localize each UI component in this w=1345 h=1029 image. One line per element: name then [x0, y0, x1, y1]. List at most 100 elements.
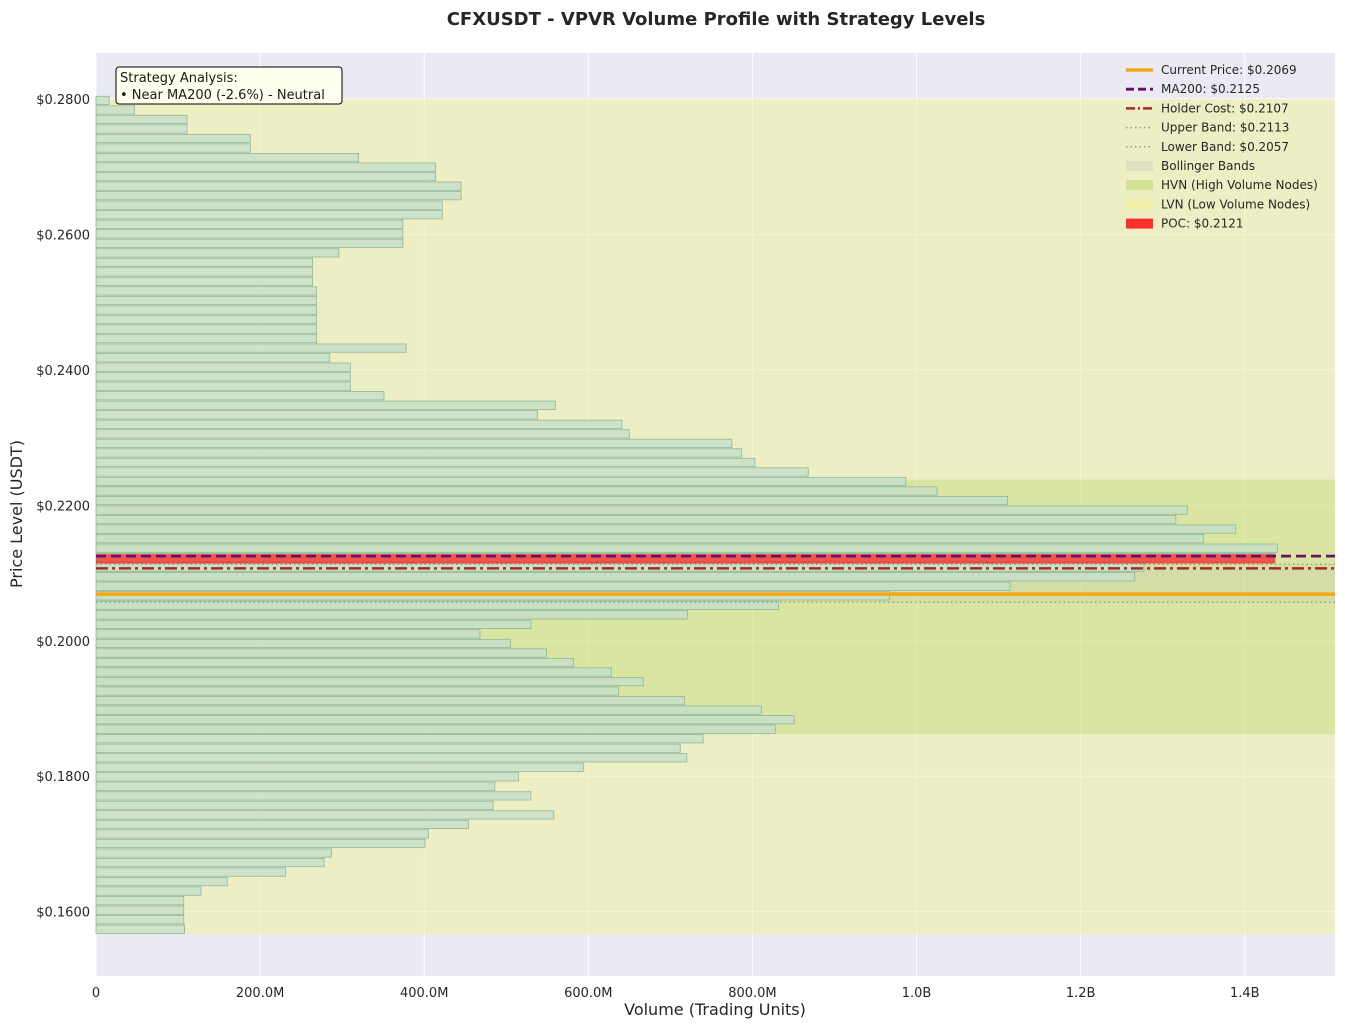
- x-tick-label-3: 600.0M: [564, 986, 612, 1001]
- y-tick-label-3: $0.2200: [36, 499, 90, 514]
- volume-bar-62: [95, 334, 318, 344]
- volume-bar-51: [95, 438, 733, 448]
- legend-swatch-hvn: [1126, 180, 1153, 191]
- volume-bar-75: [95, 210, 443, 220]
- volume-bar-16: [95, 772, 519, 782]
- volume-bar-82: [95, 143, 251, 153]
- volume-bar-63: [95, 324, 318, 334]
- legend-label-0: Current Price: $0.2069: [1161, 63, 1297, 77]
- volume-bar-81: [95, 153, 359, 163]
- volume-bar-27: [95, 667, 612, 677]
- volume-bar-9: [95, 838, 426, 849]
- legend: Current Price: $0.2069 MA200: $0.2125 Hold…: [1126, 63, 1318, 231]
- volume-bar-12: [95, 810, 555, 820]
- volume-bar-65: [95, 305, 318, 315]
- legend-label-8: POC: $0.2121: [1161, 217, 1244, 231]
- volume-bar-56: [95, 391, 385, 401]
- volume-bar-69: [95, 267, 314, 277]
- volume-bar-18: [95, 753, 688, 763]
- volume-bar-43: [95, 515, 1177, 525]
- volume-bar-46: [95, 486, 938, 496]
- legend-label-4: Lower Band: $0.2057: [1161, 140, 1289, 154]
- x-tick-label-5: 1.0B: [902, 986, 932, 1001]
- volume-bar-14: [95, 791, 532, 801]
- annotation-line: • Near MA200 (-2.6%) - Neutral: [120, 88, 325, 103]
- volume-bar-47: [95, 476, 907, 487]
- volume-bar-78: [95, 181, 462, 191]
- x-tick-label-4: 800.0M: [728, 986, 776, 1001]
- volume-bar-53: [95, 419, 623, 429]
- y-tick-label-2: $0.2000: [36, 635, 90, 650]
- volume-bar-34: [95, 600, 780, 610]
- x-tick-label-2: 400.0M: [400, 986, 448, 1001]
- volume-bar-64: [95, 314, 318, 325]
- legend-label-1: MA200: $0.2125: [1161, 82, 1260, 96]
- volume-bar-5: [95, 877, 228, 887]
- legend-label-3: Upper Band: $0.2113: [1161, 121, 1289, 135]
- volume-bar-26: [95, 676, 644, 687]
- volume-bar-20: [95, 734, 704, 744]
- volume-bar-4: [95, 886, 202, 896]
- volume-bar-33: [95, 610, 689, 620]
- volume-bar-19: [95, 743, 681, 753]
- annotation-heading: Strategy Analysis:: [120, 71, 238, 86]
- volume-bar-83: [95, 133, 251, 144]
- x-tick-label-6: 1.2B: [1066, 986, 1096, 1001]
- volume-bar-40: [95, 543, 1278, 553]
- legend-label-5: Bollinger Bands: [1161, 159, 1255, 173]
- volume-bar-17: [95, 762, 584, 772]
- volume-bar-52: [95, 429, 630, 439]
- volume-bar-8: [95, 848, 332, 858]
- volume-bar-86: [95, 105, 135, 115]
- volume-bar-11: [95, 819, 469, 830]
- volume-bar-80: [95, 162, 437, 172]
- x-tick-label-1: 200.0M: [236, 986, 284, 1001]
- volume-bar-44: [95, 505, 1188, 515]
- volume-bar-15: [95, 781, 496, 791]
- volume-bar-50: [95, 448, 743, 458]
- y-axis-label: Price Level (USDT): [7, 440, 26, 588]
- volume-bar-10: [95, 829, 429, 839]
- y-tick-label-0: $0.1600: [36, 906, 90, 921]
- volume-bar-42: [95, 524, 1237, 534]
- volume-bar-87: [95, 95, 110, 105]
- volume-bar-58: [95, 372, 351, 382]
- volume-bar-59: [95, 362, 351, 372]
- volume-bar-24: [95, 696, 685, 706]
- axis-ticks: 0 200.0M 400.0M 600.0M 800.0M 1.0B 1.2B 1.4B $0.…: [36, 93, 1259, 1001]
- legend-label-2: Holder Cost: $0.2107: [1161, 101, 1289, 115]
- volume-bar-31: [95, 629, 481, 639]
- poc-bar: [96, 554, 1276, 564]
- volume-bar-77: [95, 191, 462, 201]
- volume-bar-32: [95, 619, 532, 629]
- strategy-annotation: Strategy Analysis: • Near MA200 (-2.6%) …: [115, 66, 343, 105]
- volume-bar-3: [95, 896, 185, 906]
- volume-bar-22: [95, 715, 795, 725]
- volume-bar-49: [95, 457, 756, 468]
- volume-bar-36: [95, 581, 1011, 591]
- volume-bar-60: [95, 353, 331, 363]
- volume-bar-79: [95, 172, 437, 182]
- x-axis-label: Volume (Trading Units): [624, 1000, 806, 1019]
- volume-bar-25: [95, 686, 620, 696]
- volume-bar-71: [95, 248, 340, 258]
- volume-bar-76: [95, 200, 443, 210]
- volume-bar-84: [95, 124, 188, 134]
- legend-swatch-poc: [1126, 218, 1153, 229]
- volume-bar-41: [95, 534, 1205, 544]
- volume-bar-54: [95, 410, 538, 420]
- y-tick-label-5: $0.2600: [36, 228, 90, 243]
- volume-bar-85: [95, 114, 188, 125]
- legend-label-7: LVN (Low Volume Nodes): [1161, 197, 1310, 211]
- volume-bar-13: [95, 800, 494, 810]
- volume-bar-29: [95, 648, 547, 658]
- y-tick-label-4: $0.2400: [36, 364, 90, 379]
- x-tick-label-7: 1.4B: [1230, 986, 1260, 1001]
- volume-bar-73: [95, 229, 404, 239]
- legend-swatch-bollinger: [1126, 161, 1153, 171]
- level-lines: [96, 554, 1335, 603]
- volume-bar-57: [95, 381, 351, 391]
- volume-bar-30: [95, 638, 511, 649]
- volume-bar-2: [95, 905, 185, 915]
